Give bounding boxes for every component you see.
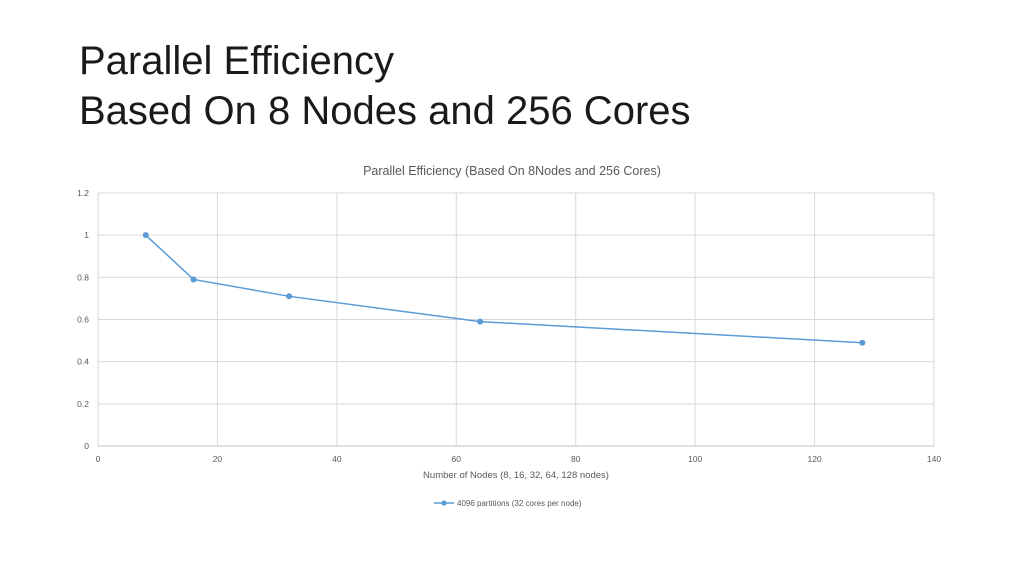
chart-series [142,232,866,346]
data-point [190,276,197,283]
y-tick-label: 0.4 [77,357,89,367]
chart-gridlines [97,192,935,447]
y-tick-label: 0.8 [77,272,89,282]
slide-title-line-2: Based On 8 Nodes and 256 Cores [79,89,691,133]
chart-title: Parallel Efficiency (Based On 8Nodes and… [363,164,661,178]
legend-series-label: 4096 partitions (32 cores per node) [457,499,582,508]
y-tick-label: 0.2 [77,399,89,409]
y-tick-label: 0.6 [77,315,89,325]
x-tick-label: 140 [927,454,941,464]
data-point [477,318,484,325]
y-tick-label: 0 [84,441,89,451]
x-tick-label: 60 [452,454,462,464]
legend: 4096 partitions (32 cores per node) [434,499,582,508]
x-tick-label: 100 [688,454,702,464]
data-point [142,232,149,239]
x-tick-label: 120 [807,454,821,464]
x-tick-label: 40 [332,454,342,464]
y-tick-label: 1 [84,230,89,240]
legend-series-marker [441,500,447,506]
y-tick-label: 1.2 [77,188,89,198]
x-tick-label: 20 [213,454,223,464]
x-tick-label: 0 [96,454,101,464]
x-tick-label: 80 [571,454,581,464]
slide-title: Parallel Efficiency Based On 8 Nodes and… [79,36,691,136]
data-point [286,293,293,300]
data-point [859,339,866,346]
x-axis-label: Number of Nodes (8, 16, 32, 64, 128 node… [423,470,609,481]
chart-axes: 0 0.2 0.4 0.6 0.8 1 1.2 0 20 40 60 80 100 120 140 [77,188,941,464]
slide-title-line-1: Parallel Efficiency [79,39,394,83]
series-line [145,234,863,344]
